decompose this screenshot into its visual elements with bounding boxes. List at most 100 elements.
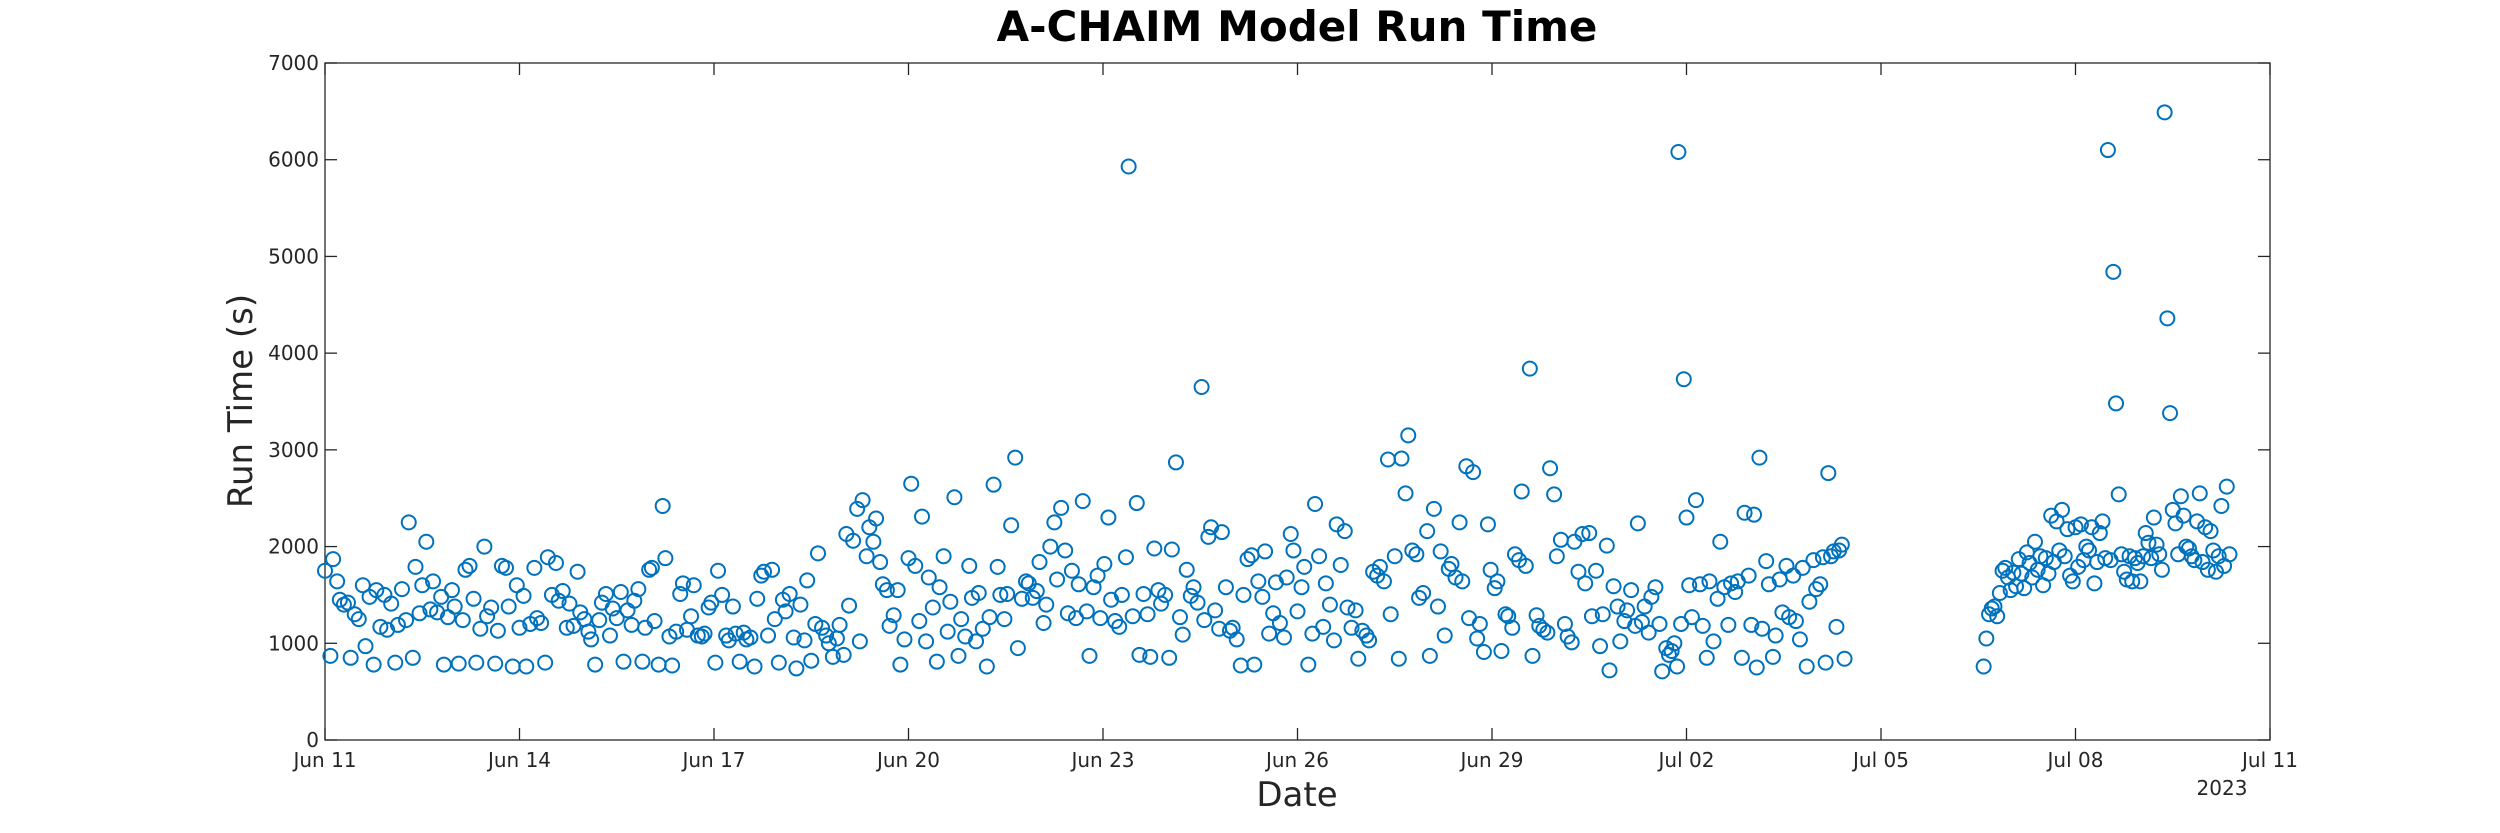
data-point <box>710 562 727 579</box>
data-point <box>766 611 783 628</box>
data-point <box>357 638 374 655</box>
data-point <box>1167 454 1184 471</box>
data-point <box>2221 546 2238 563</box>
data-point <box>914 508 931 525</box>
data-point <box>1647 579 1664 596</box>
data-point <box>1588 562 1605 579</box>
data-point <box>1748 659 1765 676</box>
data-point <box>1805 552 1822 569</box>
data-point <box>322 647 339 664</box>
x-tick-label: Jun 20 <box>875 748 940 772</box>
data-point <box>1669 658 1686 675</box>
data-point <box>2078 538 2095 555</box>
data-point <box>1820 465 1837 482</box>
data-point <box>1798 658 1815 675</box>
data-point <box>935 548 952 565</box>
data-point <box>1393 450 1410 467</box>
data-point <box>1063 562 1080 579</box>
data-point <box>1128 495 1145 512</box>
data-point <box>1651 615 1668 632</box>
data-point <box>946 489 963 506</box>
data-point <box>526 559 543 576</box>
data-point <box>515 587 532 604</box>
data-point <box>1801 593 1818 610</box>
data-point <box>1746 506 1763 523</box>
data-point <box>1343 619 1360 636</box>
data-point <box>1042 538 1059 555</box>
data-point <box>1038 596 1055 613</box>
data-point <box>1092 610 1109 627</box>
data-point <box>1217 579 1234 596</box>
data-point <box>608 610 625 627</box>
data-point <box>1013 590 1030 607</box>
data-point <box>1153 595 1170 612</box>
data-point <box>1736 504 1753 521</box>
data-point <box>1546 486 1563 503</box>
data-point <box>1171 609 1188 626</box>
data-point <box>1031 554 1048 571</box>
data-point <box>1278 569 1295 586</box>
data-point <box>1235 586 1252 603</box>
data-point <box>2186 552 2203 569</box>
data-point <box>703 594 720 611</box>
data-point <box>414 577 431 594</box>
data-point <box>746 658 763 675</box>
data-point <box>770 654 787 671</box>
data-point <box>920 569 937 586</box>
data-point <box>885 607 902 624</box>
data-point <box>450 655 467 672</box>
data-point <box>1436 627 1453 644</box>
data-point <box>518 658 535 675</box>
data-point <box>1975 658 1992 675</box>
data-point <box>974 620 991 637</box>
data-point <box>1120 158 1137 175</box>
data-point <box>2202 523 2219 540</box>
data-point <box>1978 630 1995 647</box>
data-point <box>2081 542 2098 559</box>
data-point <box>1517 557 1534 574</box>
data-point <box>2151 546 2168 563</box>
data-point <box>1207 602 1224 619</box>
data-point <box>851 633 868 650</box>
data-point <box>1528 607 1545 624</box>
data-point <box>978 658 995 675</box>
data-point <box>1705 633 1722 650</box>
data-point <box>404 649 421 666</box>
data-point <box>350 611 367 628</box>
data-point <box>354 577 371 594</box>
data-point <box>489 622 506 639</box>
data-points <box>317 104 2238 680</box>
data-point <box>1361 632 1378 649</box>
y-tick-label: 0 <box>306 728 319 752</box>
data-point <box>407 558 424 575</box>
data-point <box>657 550 674 567</box>
x-tick-label: Jun 23 <box>1069 748 1134 772</box>
data-point <box>1681 577 1698 594</box>
data-point <box>2153 561 2170 578</box>
data-point <box>1028 583 1045 600</box>
data-point <box>2099 142 2116 159</box>
data-point <box>550 592 567 609</box>
data-point <box>1049 571 1066 588</box>
y-tick-label: 3000 <box>268 438 319 462</box>
data-point <box>785 629 802 646</box>
data-point <box>1193 378 1210 395</box>
data-point <box>1754 620 1771 637</box>
data-point <box>696 625 713 642</box>
data-point <box>872 554 889 571</box>
data-point <box>1271 614 1288 631</box>
data-point <box>443 582 460 599</box>
data-point <box>992 586 1009 603</box>
data-point <box>1415 584 1432 601</box>
data-point <box>641 561 658 578</box>
data-point <box>1539 624 1556 641</box>
data-point <box>383 595 400 612</box>
data-point <box>985 476 1002 493</box>
data-point <box>1408 546 1425 563</box>
plot-area <box>324 62 2271 741</box>
data-point <box>1629 515 1646 532</box>
data-point <box>1583 608 1600 625</box>
data-point <box>1794 559 1811 576</box>
data-point <box>1612 633 1629 650</box>
data-point <box>1386 548 1403 565</box>
